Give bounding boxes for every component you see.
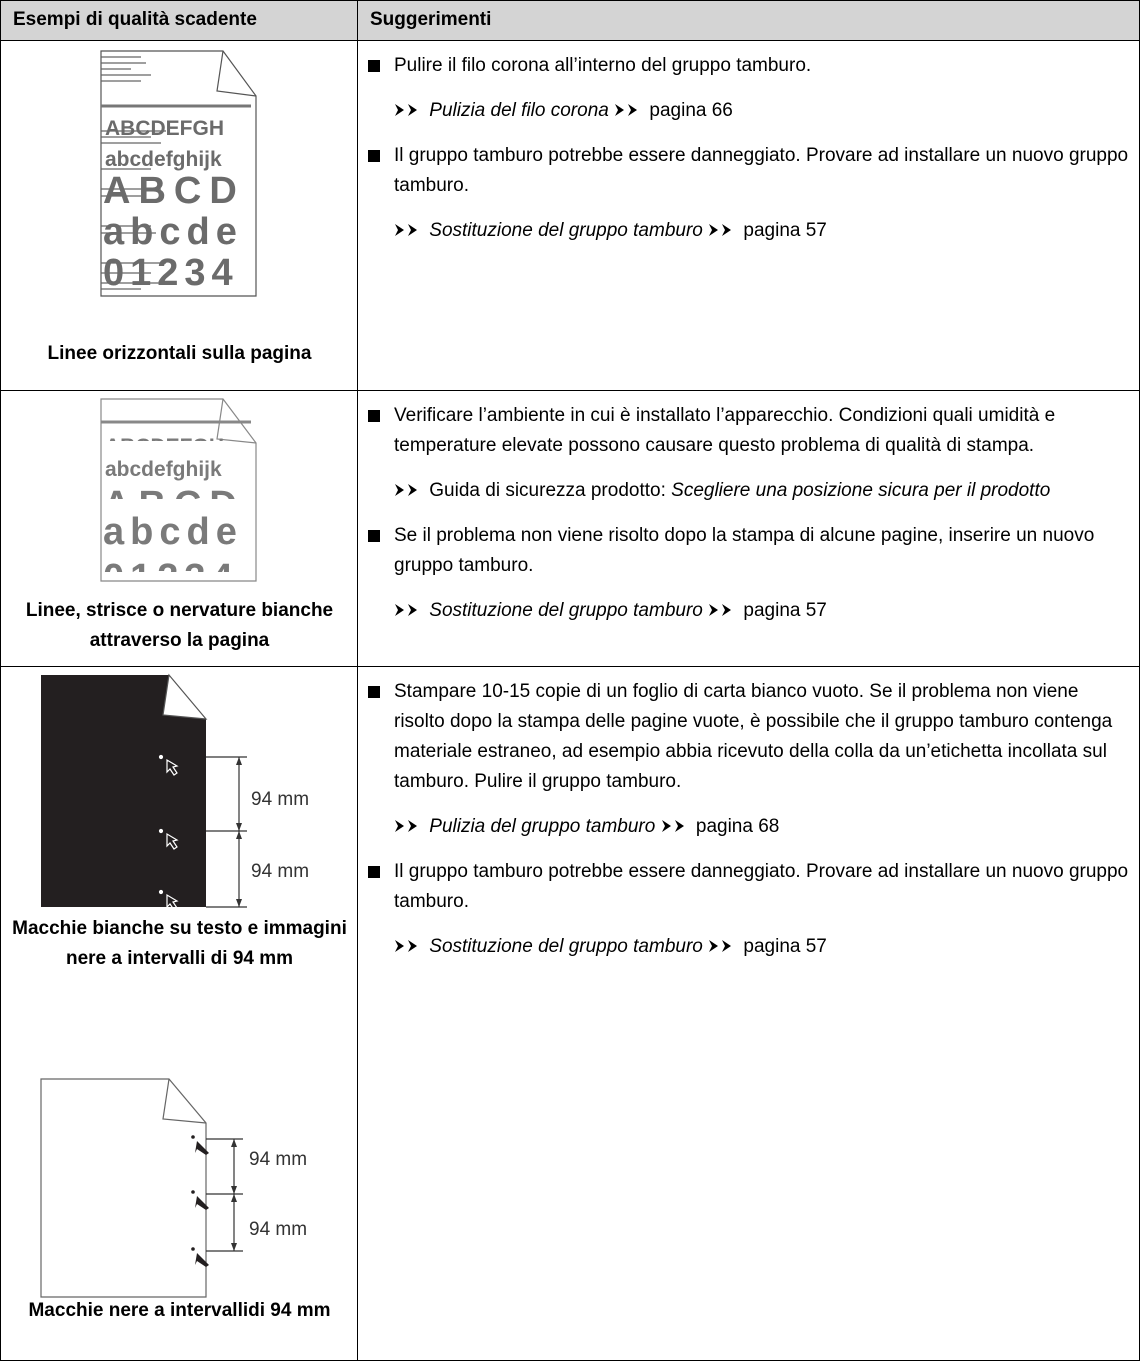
arrow-icon — [394, 483, 424, 497]
sample-text: ABCDEFGH — [105, 117, 224, 140]
suggestion: Stampare 10-15 copie di un foglio di car… — [358, 677, 1131, 797]
reference: Guida di sicurezza prodotto: Scegliere u… — [358, 476, 1131, 506]
sample-text: 01234 — [103, 252, 239, 294]
reference: Pulizia del gruppo tamburo pagina 68 — [358, 812, 1131, 842]
suggestion: Il gruppo tamburo potrebbe essere danneg… — [358, 141, 1131, 201]
ref-page: pagina 57 — [743, 220, 827, 241]
reference: Sostituzione del gruppo tamburo pagina 5… — [358, 596, 1131, 626]
sample-text: ABCD — [103, 170, 245, 212]
reference: Pulizia del filo corona pagina 66 — [358, 96, 1131, 126]
sample-text: ABCD — [103, 484, 245, 526]
header-text: Esempi di qualità scadente — [13, 9, 257, 30]
ref-title: Sostituzione del gruppo tamburo — [429, 936, 703, 957]
caption: Linee orizzontali sulla pagina — [47, 343, 312, 364]
illustration: ABCDEFGH abcdefghijk ABCD abcde 01234 — [100, 50, 257, 297]
sample-text: abcdefghijk — [105, 148, 222, 171]
arrow-icon — [394, 223, 424, 237]
suggestion: Il gruppo tamburo potrebbe essere danneg… — [358, 857, 1131, 917]
illustration: 94 mm 94 mm — [40, 1078, 307, 1298]
ref-title: Pulizia del gruppo tamburo — [429, 816, 656, 837]
suggestion: Verificare l’ambiente in cui è installat… — [358, 401, 1131, 461]
sample-text: abcde — [103, 211, 243, 253]
arrow-icon — [394, 819, 424, 833]
sample-text: abcde — [103, 511, 243, 553]
reference: Sostituzione del gruppo tamburo pagina 5… — [358, 216, 1131, 246]
dimension-label: 94 mm — [249, 1149, 307, 1170]
arrow-icon — [614, 103, 644, 117]
arrow-icon — [661, 819, 691, 833]
ref-page: pagina 57 — [743, 600, 827, 621]
example-cell: 94 mm 94 mm Macchie bianche su testo e i… — [0, 666, 357, 1361]
ref-page: pagina 68 — [695, 816, 780, 837]
header-text: Suggerimenti — [370, 9, 492, 30]
suggestion-cell: Pulire il filo corona all’interno del gr… — [357, 40, 1140, 390]
illustration: 94 mm 94 mm — [41, 673, 309, 911]
suggestion: Se il problema non viene risolto dopo la… — [358, 521, 1131, 581]
dimension-label: 94 mm — [251, 861, 309, 882]
ref-title: Sostituzione del gruppo tamburo — [429, 220, 703, 241]
dimension-label: 94 mm — [249, 1219, 307, 1240]
arrow-icon — [708, 939, 738, 953]
suggestion-cell: Stampare 10-15 copie di un foglio di car… — [357, 666, 1140, 1361]
arrow-icon — [394, 939, 424, 953]
caption: Macchie nere a intervallidi 94 mm — [28, 1300, 331, 1321]
example-cell: ABCDEFGH abcdefghijk ABCD abcde 01234 Li… — [0, 40, 357, 390]
example-cell: ABCDEFGH abcdefghijk ABCD abcde 01234 Li… — [0, 390, 357, 666]
illustration: ABCDEFGH abcdefghijk ABCD abcde 01234 — [100, 398, 257, 591]
ref-title: Scegliere una posizione sicura per il pr… — [671, 480, 1051, 501]
arrow-icon — [708, 223, 738, 237]
ref-source: Guida di sicurezza prodotto: — [429, 480, 666, 501]
arrow-icon — [394, 103, 424, 117]
header-cell: Suggerimenti — [357, 0, 1140, 40]
arrow-icon — [394, 603, 424, 617]
suggestion: Pulire il filo corona all’interno del gr… — [358, 51, 1131, 81]
sample-text: abcdefghijk — [105, 458, 222, 481]
sample-text: 01234 — [103, 557, 239, 591]
header-cell: Esempi di qualità scadente — [0, 0, 357, 40]
dimension-label: 94 mm — [251, 789, 309, 810]
ref-page: pagina 57 — [743, 936, 827, 957]
arrow-icon — [708, 603, 738, 617]
ref-title: Pulizia del filo corona — [429, 100, 609, 121]
ref-page: pagina 66 — [649, 100, 733, 121]
suggestion-cell: Verificare l’ambiente in cui è installat… — [357, 390, 1140, 666]
sample-text: ABCDEFGH — [105, 435, 224, 458]
reference: Sostituzione del gruppo tamburo pagina 5… — [358, 932, 1131, 962]
caption: Macchie bianche su testo e immagini nere… — [12, 918, 347, 969]
caption: Linee, strisce o nervature bianche attra… — [25, 600, 334, 651]
ref-title: Sostituzione del gruppo tamburo — [429, 600, 703, 621]
